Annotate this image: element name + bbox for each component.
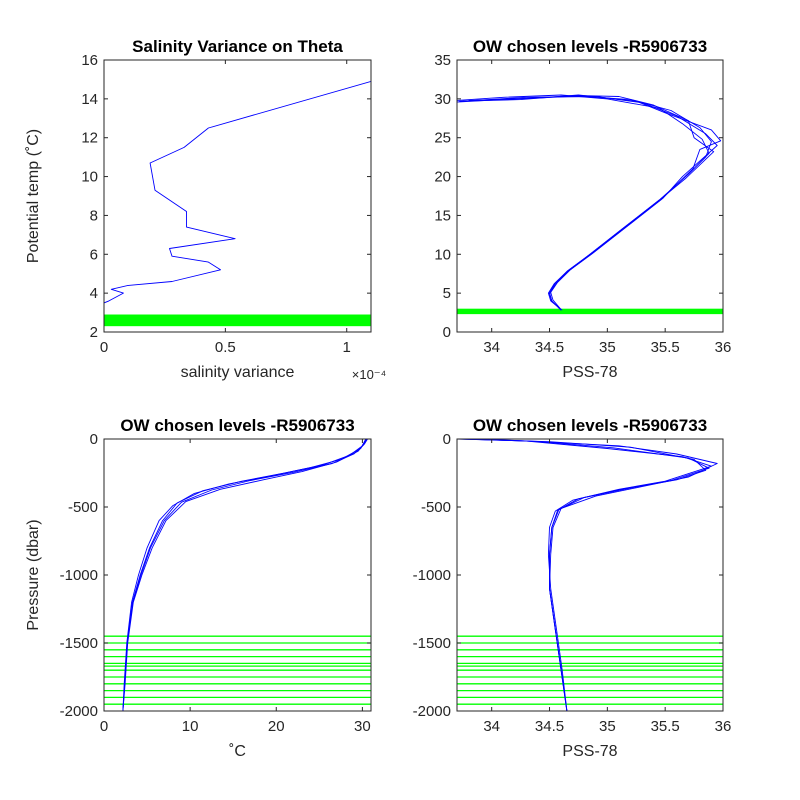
x-tick-label: 36: [715, 339, 732, 356]
plot-sal_pres: 34 34.5 35 35.5 36 -2000 -1500 -1000 -500 0 OW cho…: [413, 416, 732, 760]
x-tick-label: 34: [483, 718, 500, 735]
chosen-level-band: [104, 314, 371, 327]
chart-title: Salinity Variance on Theta: [132, 37, 343, 56]
x-tick-label: 35.5: [651, 339, 680, 356]
axes-frame: [103, 59, 372, 333]
x-tick-label: 0: [100, 339, 108, 356]
y-tick-label: 8: [90, 207, 98, 224]
y-tick-label: -1500: [60, 635, 98, 652]
y-tick-label: 5: [443, 285, 451, 302]
x-axis-label: PSS-78: [562, 743, 617, 760]
x-tick-label: 34.5: [535, 718, 564, 735]
x-tick-label: 36: [715, 718, 732, 735]
profile-line: [459, 94, 722, 311]
y-tick-label: 2: [90, 324, 98, 341]
x-tick-label: 34: [483, 339, 500, 356]
x-axis-label: ˚C: [229, 743, 246, 760]
data-layer: [457, 94, 723, 315]
y-tick-label: -500: [68, 499, 98, 516]
x-tick-label: 35: [599, 718, 616, 735]
y-tick-label: -2000: [60, 703, 98, 720]
x-tick-label: 35.5: [651, 718, 680, 735]
x-tick-label: 10: [182, 718, 199, 735]
chart-title: OW chosen levels -R5906733: [473, 416, 707, 435]
y-tick-label: -2000: [413, 703, 451, 720]
y-tick-label: 12: [81, 130, 98, 147]
y-tick-label: 30: [434, 91, 451, 108]
profile-line: [459, 439, 710, 711]
plot-temp_pres: 0 10 20 30 -2000 -1500 -1000 -500 0 OW chosen lev…: [25, 416, 372, 760]
x-axis-label: salinity variance: [181, 364, 295, 381]
x-tick-label: 0: [100, 718, 108, 735]
x-tick-label: 34.5: [535, 339, 564, 356]
y-tick-label: -500: [421, 499, 451, 516]
x-tick-label: 35: [599, 339, 616, 356]
x-axis-exponent: ×10⁻⁴: [352, 367, 387, 382]
y-axis-label: Potential temp (˚C): [25, 129, 42, 263]
y-tick-label: 10: [81, 169, 98, 186]
x-tick-label: 30: [354, 718, 371, 735]
axes-background: [457, 60, 723, 332]
axes-background: [104, 60, 371, 332]
profile-line: [122, 439, 368, 711]
y-tick-label: 6: [90, 246, 98, 263]
y-tick-label: 4: [90, 285, 98, 302]
plot-theta_sal: 34 34.5 35 35.5 36 0 5 10 15 20 25 30 35 OW chosen le…: [434, 37, 731, 381]
data-layer: [104, 439, 371, 711]
chart-title: OW chosen levels -R5906733: [473, 37, 707, 56]
data-layer: [457, 439, 723, 711]
y-tick-label: 0: [443, 324, 451, 341]
y-tick-label: 15: [434, 207, 451, 224]
profile-line: [122, 439, 367, 711]
y-tick-label: -1500: [413, 635, 451, 652]
x-tick-label: 20: [268, 718, 285, 735]
y-tick-label: 0: [90, 431, 98, 448]
profile-line: [468, 95, 715, 310]
axes-frame: [456, 59, 724, 333]
y-tick-label: 0: [443, 431, 451, 448]
x-tick-label: 1: [343, 339, 351, 356]
profile-line: [457, 94, 710, 311]
y-tick-label: 10: [434, 246, 451, 263]
x-axis-label: PSS-78: [562, 364, 617, 381]
chart-title: OW chosen levels -R5906733: [120, 416, 354, 435]
y-tick-label: -1000: [60, 567, 98, 584]
profile-line: [468, 439, 712, 711]
y-axis-label: Pressure (dbar): [25, 519, 42, 630]
y-tick-label: 16: [81, 52, 98, 69]
y-tick-label: -1000: [413, 567, 451, 584]
y-tick-label: 35: [434, 52, 451, 69]
y-tick-label: 14: [81, 91, 98, 108]
y-tick-label: 25: [434, 130, 451, 147]
data-layer: [104, 80, 371, 327]
x-tick-label: 0.5: [215, 339, 236, 356]
chosen-level-band: [457, 308, 723, 315]
y-tick-label: 20: [434, 169, 451, 186]
profile-line: [104, 80, 371, 307]
